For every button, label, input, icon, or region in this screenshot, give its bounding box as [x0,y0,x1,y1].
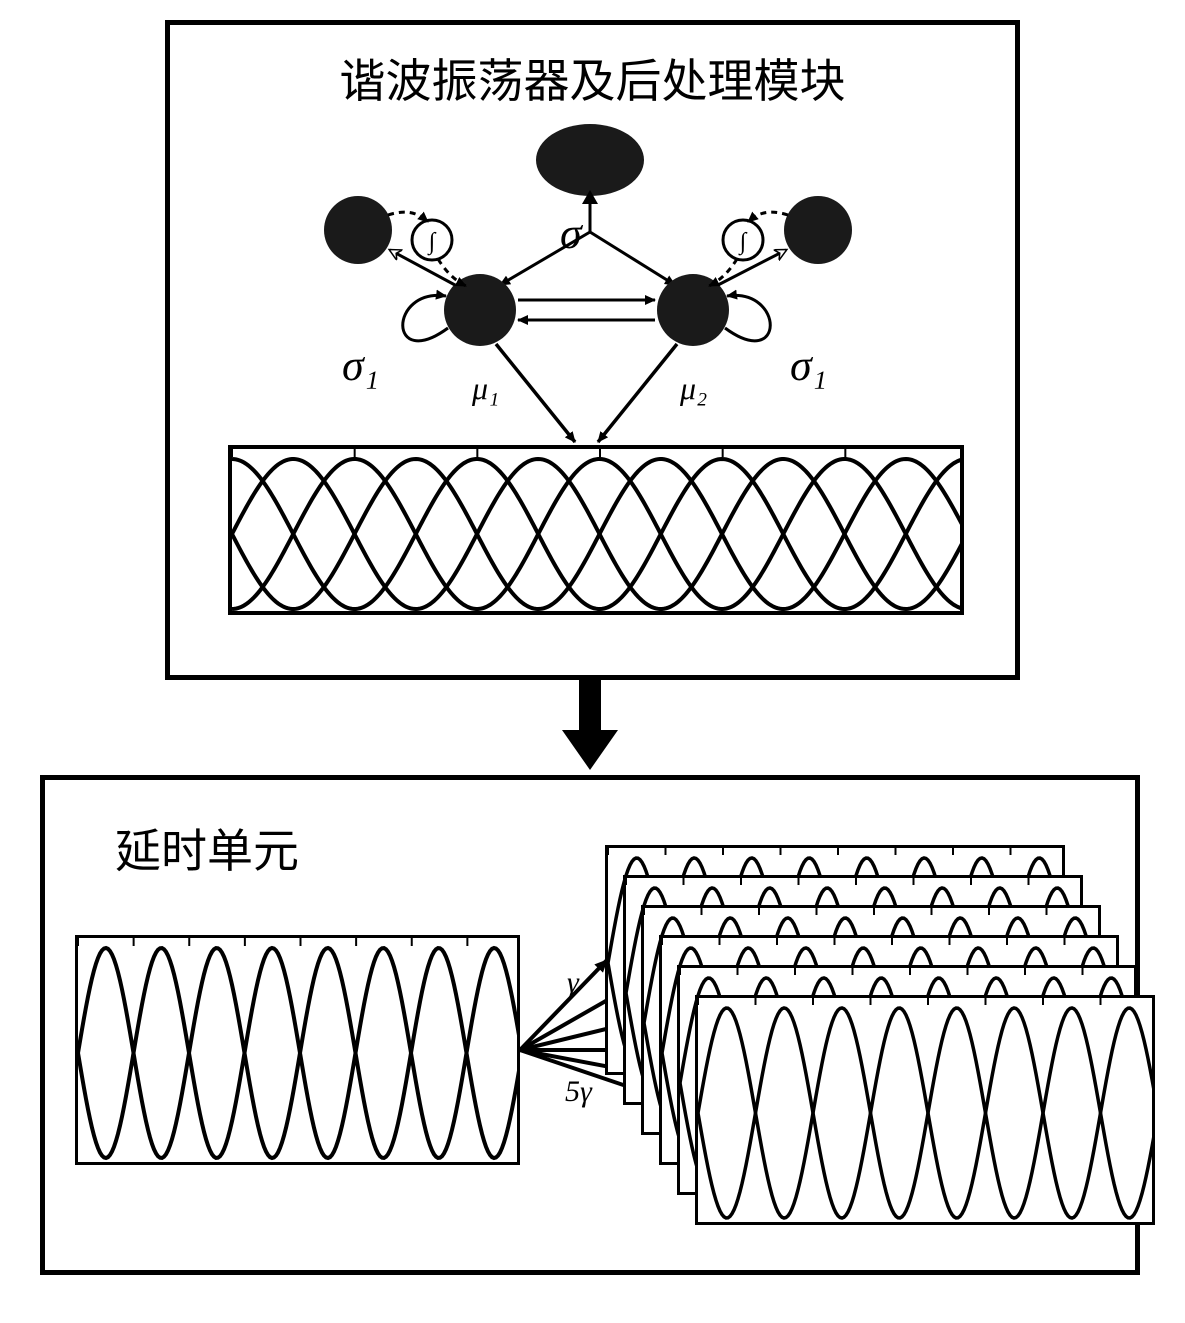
mu2-label: μ₂ [680,370,707,407]
input-wave-svg [78,938,520,1165]
top-wave-svg [232,449,964,615]
five-gamma-label: 5γ [565,1075,592,1109]
sigma1-left-label: σ₁ [342,340,379,391]
gamma-label: γ [567,966,579,1000]
stacked-wave-box [695,995,1155,1225]
input-wave-box [75,935,520,1165]
mu1-label: μ₁ [472,370,499,407]
bottom-module-title: 延时单元 [115,815,299,881]
connector-arrow [555,680,625,775]
top-wave-box [228,445,964,615]
sigma-label: σ [560,208,582,259]
top-module-title: 谐波振荡器及后处理模块 [170,45,1015,111]
sigma1-right-label: σ₁ [790,340,827,391]
